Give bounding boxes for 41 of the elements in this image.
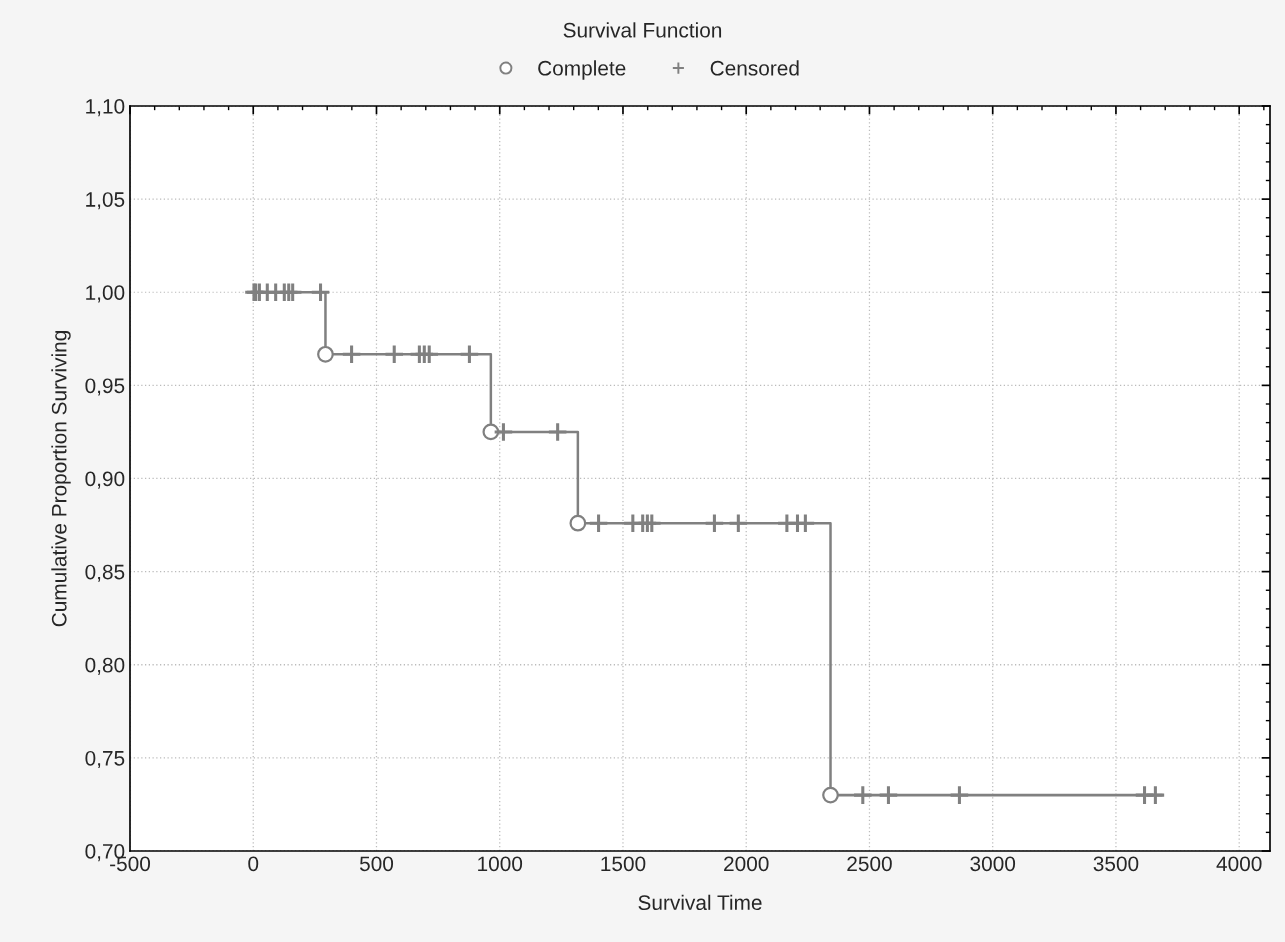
point [383,343,405,365]
point [704,512,725,534]
point [482,423,500,441]
x-tick-label: 2000 [724,856,769,872]
point [317,345,334,363]
point [547,421,568,443]
point [852,784,874,806]
x-tick-label: 3500 [1093,856,1139,872]
point [878,784,899,806]
x-axis-title: Survival Time [638,894,762,911]
x-tick-label: 0 [248,856,259,872]
x-tick-label: 2500 [847,856,892,872]
point [1145,784,1166,806]
x-tick-label: 3000 [970,856,1016,872]
point [493,421,514,443]
x-tick-label: 1000 [478,856,523,872]
point [310,281,331,303]
x-tick-label: 1500 [601,856,646,872]
point [728,512,749,534]
point [459,343,480,365]
point [418,343,440,365]
y-tick-label: 1,10 [86,99,125,117]
chart-title: Survival Function [563,22,722,38]
legend-label: Complete [538,60,626,80]
point [949,784,970,806]
y-tick-label: 0,90 [85,471,125,489]
point [569,514,587,532]
y-axis-title: Cumulative Proportion Surviving [51,331,71,627]
y-tick-label: 0,85 [85,564,125,582]
y-tick-label: 0,75 [85,750,125,769]
point [341,343,362,365]
y-tick-label: 1,00 [86,285,125,303]
point [641,512,663,534]
y-tick-label: 1,05 [86,192,125,210]
y-tick-label: 0,95 [85,378,125,396]
legend-label: Censored [710,60,799,76]
x-tick-label: 500 [359,856,394,872]
point [822,786,839,804]
y-tick-label: 0,80 [85,657,125,675]
x-tick-label: 4000 [1216,856,1262,872]
point [588,512,609,534]
